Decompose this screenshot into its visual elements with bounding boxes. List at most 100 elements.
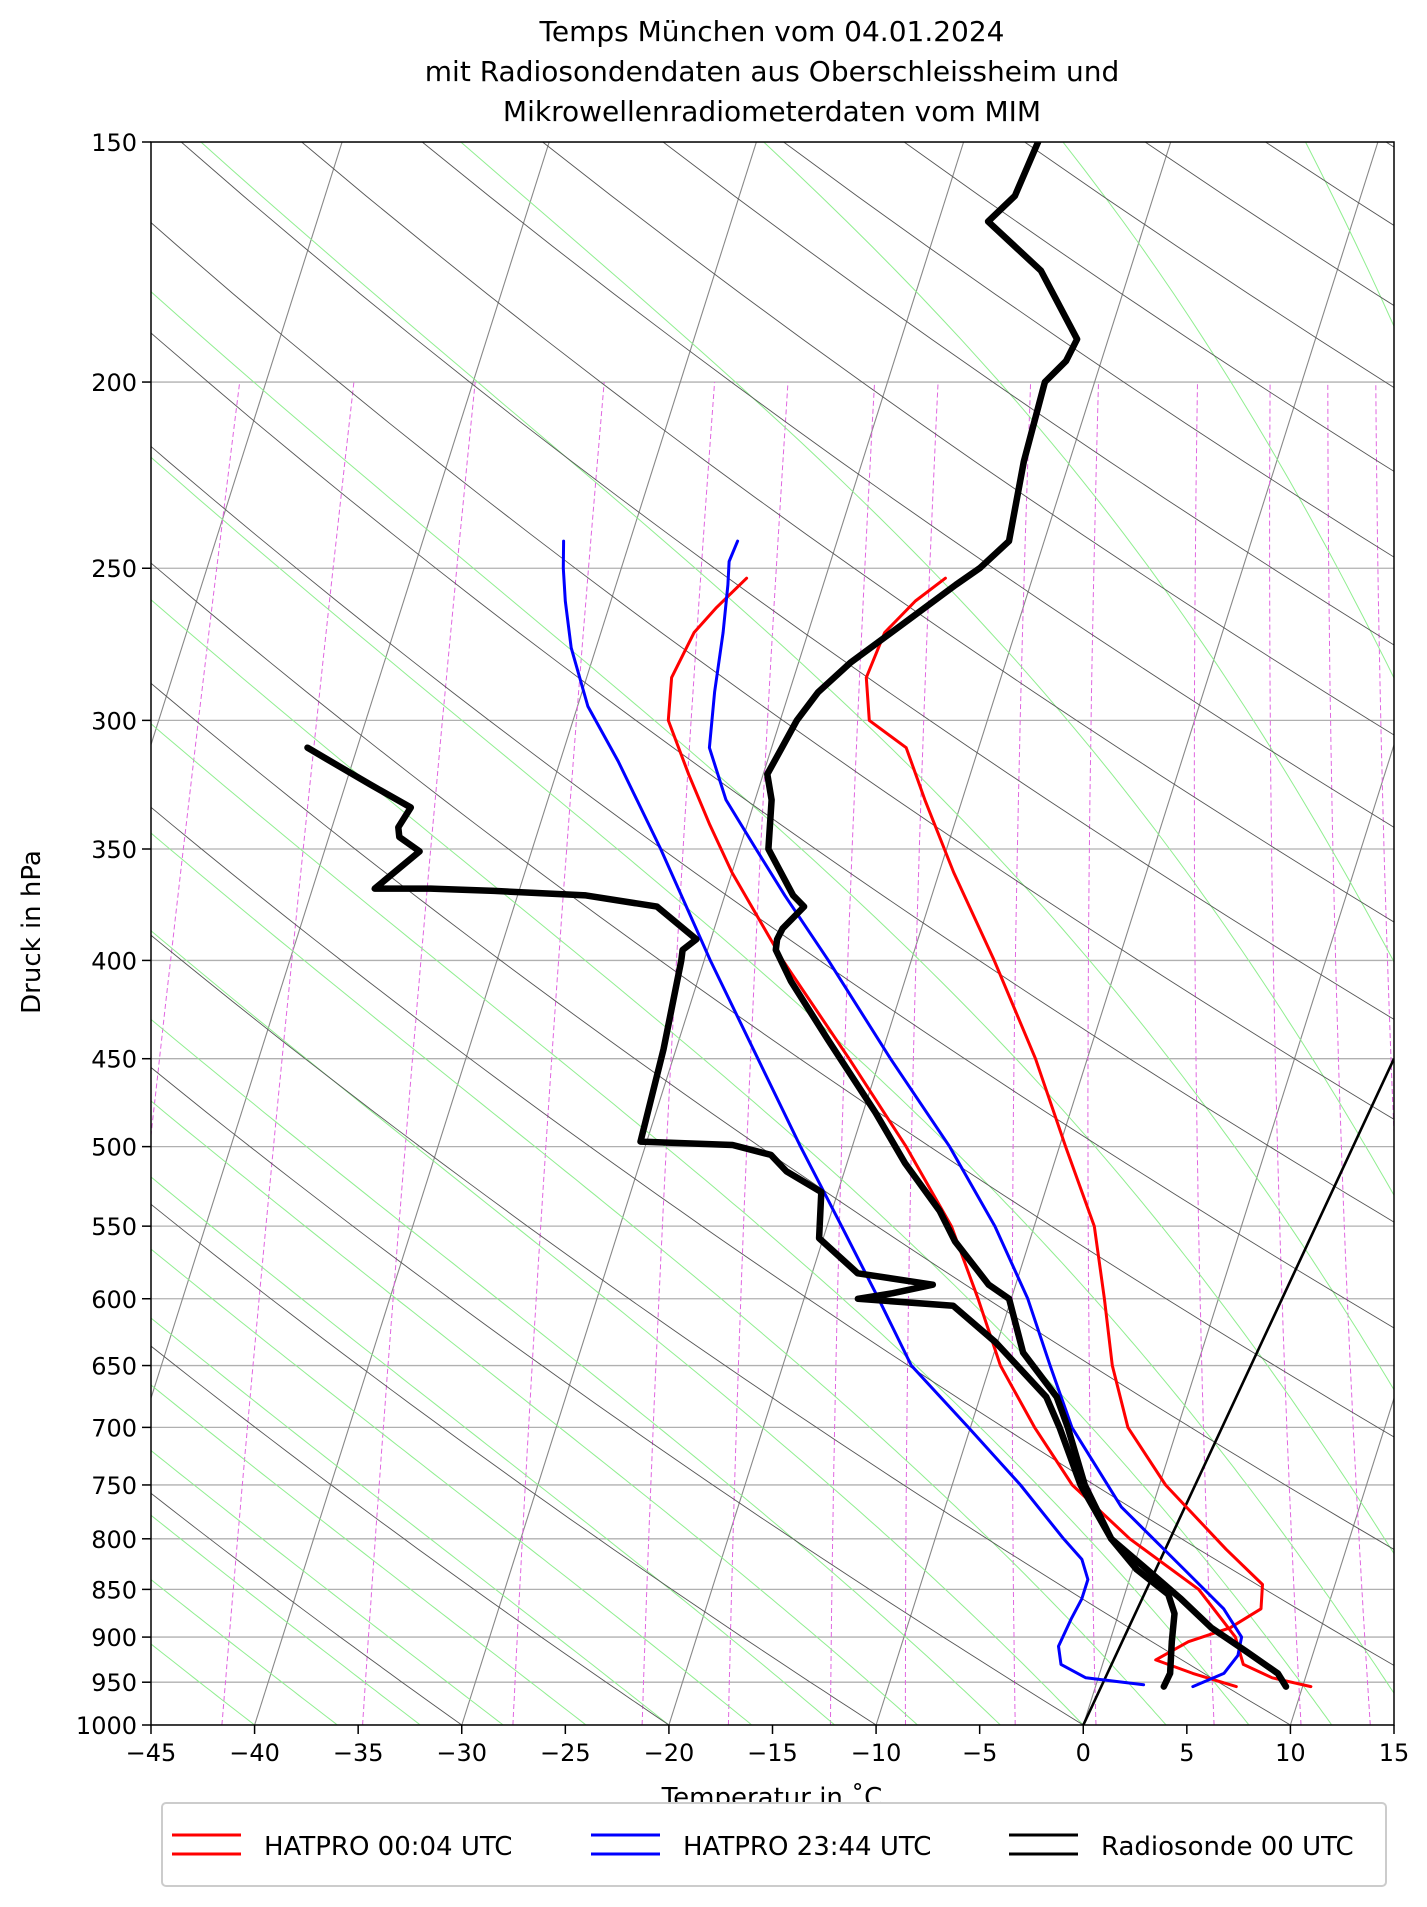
data-series — [304, 142, 1394, 1725]
series-line-hatpro-00-04-utc-temperature — [864, 576, 1264, 1689]
moist-adiabat-line — [151, 1100, 918, 1725]
y-tick-label: 550 — [91, 1213, 137, 1241]
dry-adiabat-line — [301, 142, 1394, 923]
mixing-ratio-line — [1087, 381, 1099, 1725]
x-tick-label: 5 — [1179, 1739, 1194, 1767]
dry-adiabat-line — [151, 934, 1291, 1725]
y-tick-label: 250 — [91, 555, 137, 583]
dry-adiabat-line — [542, 142, 1394, 736]
x-tick-label: −30 — [436, 1739, 487, 1767]
chart-title-line-1: Temps München vom 04.01.2024 — [539, 15, 1005, 48]
y-tick-label: 650 — [91, 1353, 137, 1381]
moist-adiabat-line — [763, 142, 1394, 963]
legend-item: Radiosonde 00 UTC — [1009, 1832, 1354, 1862]
mixing-ratio-line — [1327, 381, 1371, 1725]
moist-adiabat-line — [151, 1578, 338, 1725]
isotherm-line — [151, 142, 343, 747]
dry-adiabat-line — [151, 445, 1394, 1329]
moist-adiabat-line — [200, 142, 1394, 1391]
y-tick-label: 400 — [91, 947, 137, 975]
dry-adiabat-line — [151, 1203, 877, 1725]
moist-adiabat-line — [151, 1317, 670, 1725]
reference-line — [1082, 1058, 1394, 1725]
isotherm-line — [668, 142, 1172, 1725]
isotherm-line — [151, 142, 550, 1400]
moist-adiabat-line — [151, 1018, 1001, 1725]
isotherm-line — [1289, 1396, 1394, 1725]
moist-adiabat-line — [151, 930, 1084, 1725]
x-axis-ticks: −45 −40 −35 −30 −25 −20 −15 −10 −5 0 5 10 15 — [126, 1725, 1410, 1767]
dry-adiabat-line — [421, 142, 1394, 828]
mixing-ratio-line — [727, 381, 789, 1725]
y-tick-label: 950 — [91, 1669, 137, 1697]
x-tick-label: −25 — [540, 1739, 591, 1767]
isotherm-line — [461, 142, 965, 1725]
y-tick-label: 200 — [91, 369, 137, 397]
dry-adiabat-line — [151, 1345, 670, 1725]
series-line-radiosonde-00-utc-dew-point — [304, 744, 1178, 1690]
moist-adiabat-line — [151, 599, 1333, 1725]
y-tick-label: 800 — [91, 1526, 137, 1554]
x-tick-label: −35 — [333, 1739, 384, 1767]
mixing-ratio-line — [1193, 381, 1215, 1725]
moist-adiabat-line — [151, 832, 1167, 1725]
x-tick-label: −45 — [126, 1739, 177, 1767]
mixing-ratio-line — [221, 381, 355, 1725]
x-tick-label: 10 — [1275, 1739, 1306, 1767]
y-tick-label: 600 — [91, 1286, 137, 1314]
isotherm-lines — [151, 142, 1394, 1725]
x-tick-label: −15 — [747, 1739, 798, 1767]
mixing-ratio-line — [641, 381, 716, 1725]
moist-adiabat-line — [151, 1384, 587, 1725]
legend-label: HATPRO 00:04 UTC — [264, 1832, 512, 1862]
dry-adiabat-line — [180, 142, 1394, 1020]
series-line-hatpro-23-44-utc-dew-point — [561, 539, 1146, 1687]
legend-label: Radiosonde 00 UTC — [1101, 1832, 1354, 1862]
moist-adiabat-line — [151, 291, 1394, 1555]
moist-adiabat-line — [460, 142, 1394, 1197]
moist-adiabat-line — [151, 456, 1394, 1695]
series-line-radiosonde-00-utc-temperature — [764, 142, 1290, 1690]
legend-box — [161, 1802, 1387, 1887]
mixing-ratio-line — [362, 381, 476, 1725]
dry-adiabat-line — [151, 222, 1394, 1120]
x-tick-label: −40 — [229, 1739, 280, 1767]
dry-adiabat-line — [151, 806, 1394, 1666]
x-tick-label: 0 — [1076, 1739, 1091, 1767]
x-tick-label: −10 — [851, 1739, 902, 1767]
legend-label: HATPRO 23:44 UTC — [683, 1832, 931, 1862]
plot-area — [151, 142, 1394, 1725]
mixing-ratio-line — [904, 381, 939, 1725]
y-tick-label: 900 — [91, 1624, 137, 1652]
dry-adiabat-line — [151, 1492, 463, 1725]
y-tick-label: 500 — [91, 1134, 137, 1162]
y-axis-label: Druck in hPa — [17, 850, 47, 1014]
mixing-ratio-line — [829, 381, 876, 1725]
series-line-hatpro-23-44-utc-temperature — [707, 539, 1244, 1689]
y-tick-label: 750 — [91, 1472, 137, 1500]
y-tick-label: 700 — [91, 1414, 137, 1442]
legend: HATPRO 00:04 UTC HATPRO 23:44 UTC Radioson… — [161, 1802, 1387, 1887]
y-tick-label: 850 — [91, 1576, 137, 1604]
mixing-ratio-line — [512, 381, 605, 1725]
x-tick-label: −20 — [644, 1739, 695, 1767]
y-tick-label: 450 — [91, 1046, 137, 1074]
chart-title-line-2: mit Radiosondendaten aus Oberschleisshei… — [425, 55, 1119, 88]
y-tick-label: 1000 — [76, 1712, 137, 1740]
dry-adiabat-line — [151, 1066, 1084, 1725]
isotherm-line — [875, 142, 1379, 1725]
x-tick-label: −5 — [962, 1739, 997, 1767]
legend-item: HATPRO 23:44 UTC — [591, 1832, 931, 1862]
chart-title-line-3: Mikrowellenradiometerdaten vom MIM — [503, 95, 1041, 128]
dry-adiabat-line — [151, 562, 1394, 1438]
y-axis-ticks: 150 200 250 300 350 400 450 500 550 600 650 700 750 8… — [76, 129, 151, 1740]
y-tick-label: 300 — [91, 707, 137, 735]
pressure-gridlines — [151, 142, 1394, 1725]
x-tick-label: 15 — [1379, 1739, 1410, 1767]
dry-adiabat-line — [151, 332, 1394, 1223]
series-line-hatpro-00-04-utc-dew-point — [666, 576, 1313, 1689]
isotherm-line — [1082, 743, 1394, 1725]
moist-adiabat-line — [151, 1514, 421, 1725]
moist-adiabat-line — [151, 1176, 836, 1725]
